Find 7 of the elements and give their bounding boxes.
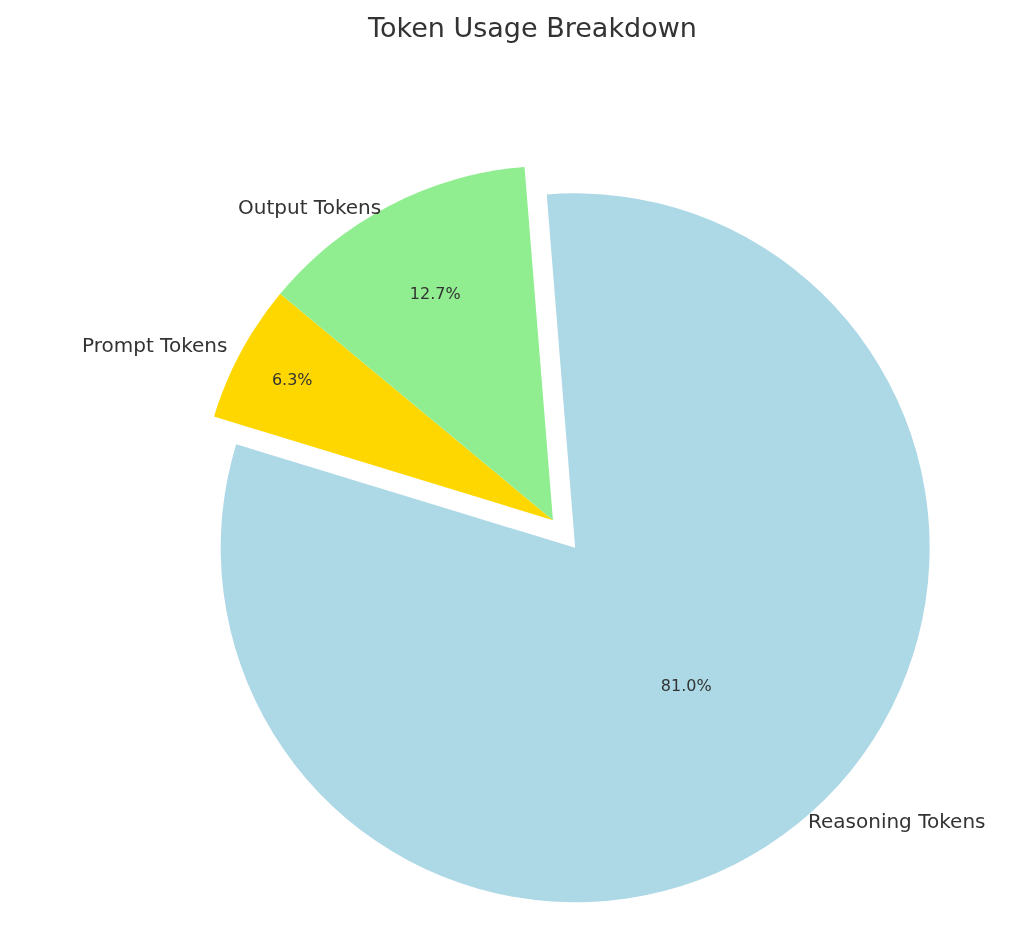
slice-label: Output Tokens bbox=[238, 195, 382, 219]
slice-label: Prompt Tokens bbox=[82, 333, 228, 357]
data-label: 12.7% bbox=[409, 284, 461, 304]
chart-title: Token Usage Breakdown bbox=[367, 12, 697, 44]
slice-label: Reasoning Tokens bbox=[808, 809, 986, 833]
data-label: 6.3% bbox=[271, 370, 313, 390]
data-label: 81.0% bbox=[660, 676, 712, 696]
